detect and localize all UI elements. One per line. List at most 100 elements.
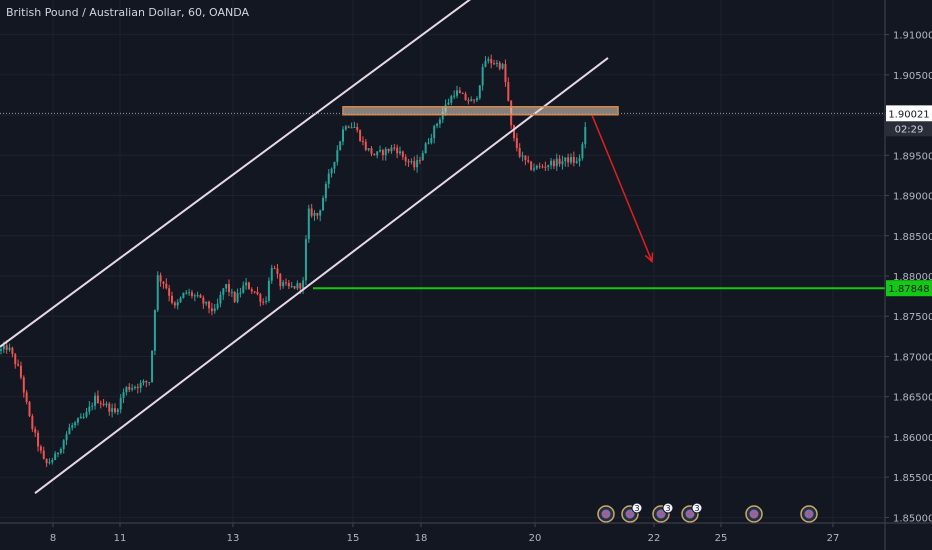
candle-down bbox=[356, 127, 359, 131]
candle-up bbox=[185, 292, 188, 294]
candle-up bbox=[205, 301, 208, 304]
candle-up bbox=[82, 416, 85, 418]
candle-down bbox=[359, 130, 362, 141]
candle-down bbox=[5, 345, 8, 350]
candle-down bbox=[17, 364, 20, 366]
candle-down bbox=[370, 148, 373, 154]
candle-down bbox=[364, 141, 367, 150]
candle-up bbox=[105, 403, 108, 406]
candle-up bbox=[88, 406, 91, 412]
time-tick-label: 25 bbox=[715, 533, 728, 544]
event-count-badge bbox=[691, 502, 703, 514]
channel-lower-line[interactable] bbox=[34, 57, 609, 495]
candle-down bbox=[530, 161, 533, 170]
price-tick-label: 1.89000 bbox=[893, 192, 932, 203]
candle-up bbox=[575, 161, 578, 163]
candle-up bbox=[561, 161, 564, 165]
candle-down bbox=[473, 99, 476, 101]
candle-up bbox=[344, 126, 347, 130]
candle-down bbox=[552, 160, 555, 167]
candle-up bbox=[48, 462, 51, 464]
candle-up bbox=[330, 168, 333, 174]
candle-up bbox=[59, 448, 62, 453]
candle-down bbox=[527, 160, 530, 162]
candle-up bbox=[555, 158, 558, 167]
candle-down bbox=[541, 166, 544, 168]
resistance-zone[interactable] bbox=[342, 106, 619, 116]
price-tick-label: 1.86000 bbox=[893, 433, 932, 444]
candle-down bbox=[413, 161, 416, 168]
candle-down bbox=[259, 294, 262, 302]
candle-up bbox=[421, 153, 424, 161]
channel-upper-line[interactable] bbox=[0, 0, 490, 348]
projection-arrow[interactable] bbox=[591, 114, 653, 262]
candle-up bbox=[245, 282, 248, 286]
candle-up bbox=[481, 66, 484, 86]
chart-title: British Pound / Australian Dollar, 60, O… bbox=[6, 6, 249, 19]
event-count-text: 3 bbox=[665, 504, 670, 513]
candle-down bbox=[190, 292, 193, 296]
candle-down bbox=[136, 386, 139, 388]
candle-down bbox=[538, 165, 541, 167]
candle-up bbox=[367, 148, 370, 150]
price-tick-label: 1.90500 bbox=[893, 71, 932, 82]
candle-down bbox=[199, 295, 202, 298]
candle-up bbox=[410, 161, 413, 163]
candle-down bbox=[467, 100, 470, 102]
candle-up bbox=[142, 381, 145, 383]
price-tick-label: 1.89500 bbox=[893, 151, 932, 162]
candle-up bbox=[8, 347, 11, 350]
candle-up bbox=[116, 409, 119, 413]
candle-up bbox=[376, 151, 379, 156]
candle-down bbox=[524, 155, 527, 161]
candle-down bbox=[128, 386, 131, 390]
candle-down bbox=[247, 282, 250, 290]
candle-down bbox=[11, 347, 14, 355]
candle-down bbox=[407, 161, 410, 163]
candle-up bbox=[470, 99, 473, 102]
candle-up bbox=[416, 160, 419, 168]
target-price-value: 1.87848 bbox=[888, 284, 929, 295]
candle-down bbox=[498, 62, 501, 69]
candle-down bbox=[28, 401, 31, 417]
event-count-badge bbox=[631, 502, 643, 514]
countdown-value: 02:29 bbox=[895, 124, 924, 135]
candle-down bbox=[373, 153, 376, 156]
candle-down bbox=[42, 450, 45, 459]
candle-up bbox=[438, 119, 441, 124]
candle-up bbox=[230, 291, 233, 293]
candle-up bbox=[76, 418, 79, 423]
event-count-text: 3 bbox=[694, 504, 699, 513]
candle-up bbox=[584, 126, 587, 145]
candle-down bbox=[310, 208, 313, 216]
candle-up bbox=[179, 297, 182, 303]
candle-down bbox=[39, 446, 42, 451]
price-tick-label: 1.85000 bbox=[893, 513, 932, 524]
candle-up bbox=[547, 165, 550, 167]
candle-down bbox=[518, 147, 521, 157]
candle-down bbox=[515, 138, 518, 148]
candle-down bbox=[99, 403, 102, 405]
candle-up bbox=[122, 392, 125, 398]
candle-up bbox=[441, 111, 444, 120]
candle-down bbox=[102, 403, 105, 406]
candle-up bbox=[68, 427, 71, 435]
candle-down bbox=[171, 295, 173, 303]
candle-up bbox=[353, 127, 356, 129]
candle-down bbox=[490, 59, 493, 64]
candle-up bbox=[322, 198, 325, 211]
candle-down bbox=[168, 288, 171, 296]
candle-down bbox=[159, 275, 162, 282]
current-price-tag bbox=[886, 105, 932, 122]
candle-down bbox=[210, 308, 213, 312]
candle-down bbox=[393, 147, 396, 149]
candle-up bbox=[436, 123, 439, 126]
candle-up bbox=[535, 165, 538, 169]
candle-down bbox=[108, 403, 111, 412]
candle-down bbox=[165, 283, 168, 289]
candle-down bbox=[285, 282, 287, 284]
candle-down bbox=[228, 284, 230, 293]
candle-up bbox=[225, 284, 228, 289]
candle-up bbox=[0, 349, 2, 351]
